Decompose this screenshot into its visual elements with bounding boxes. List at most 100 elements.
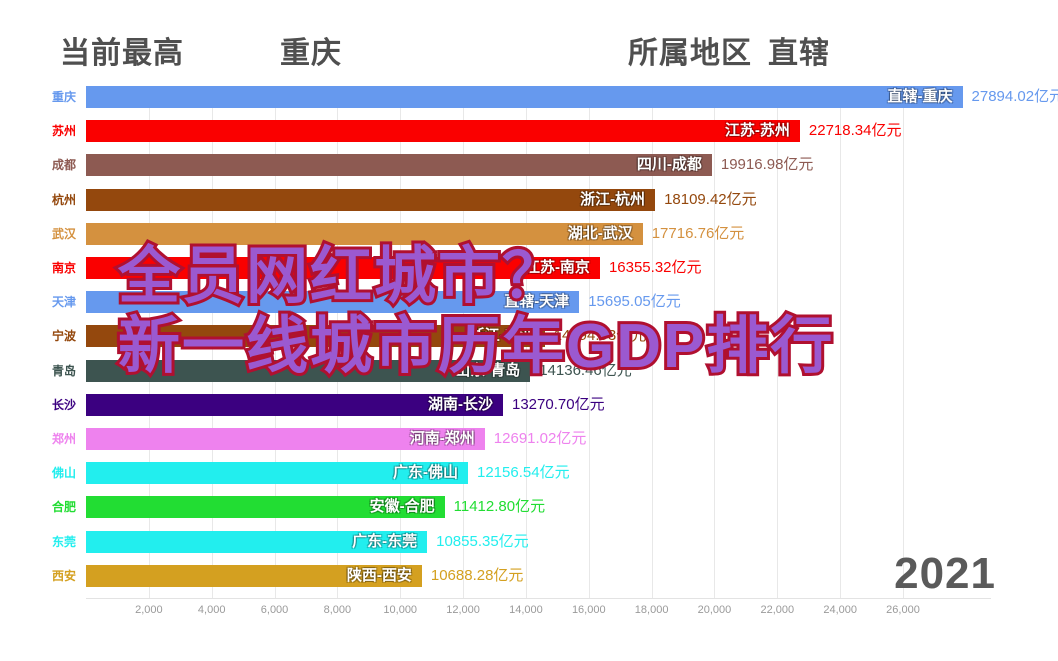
bar-value-label: 27894.02亿元	[971, 88, 1058, 105]
bar-row[interactable]: 东莞 广东-东莞 10855.35亿元	[0, 530, 1058, 553]
gridline	[588, 86, 590, 598]
city-axis-label: 天津	[51, 295, 76, 310]
city-axis-label: 武汉	[51, 226, 76, 241]
city-axis-label: 苏州	[51, 124, 76, 139]
x-tick-label: 22,000	[760, 604, 795, 616]
bar-value-label: 13270.70亿元	[512, 395, 605, 413]
bar-value-label: 10855.35亿元	[436, 532, 529, 550]
city-axis-label: 青岛	[51, 363, 76, 378]
gridline	[714, 86, 716, 598]
bar-inline-label: 直辖-天津	[504, 293, 570, 311]
bar-inline-label: 湖南-长沙	[428, 395, 493, 413]
bar-inline-label: 广东-佛山	[393, 464, 458, 482]
year-label: 2021	[894, 549, 996, 598]
x-tick-label: 24,000	[823, 604, 857, 616]
bar-value-label: 22718.34亿元	[808, 122, 902, 140]
bar[interactable]	[86, 359, 531, 382]
bar-inline-label: 河南-郑州	[409, 430, 475, 447]
bar-row[interactable]: 佛山 广东-佛山 12156.54亿元	[0, 462, 1058, 485]
bar-row[interactable]: 青岛 山东-青岛 14136.46亿元	[0, 359, 1058, 382]
region-value: 直辖	[768, 37, 830, 70]
x-tick-label: 6,000	[260, 604, 289, 616]
bar-value-label: 16355.32亿元	[608, 259, 702, 276]
axis-baseline	[86, 598, 991, 599]
bar-row[interactable]: 西安 陕西-西安 10688.28亿元	[0, 564, 1058, 587]
bar-row[interactable]: 宁波 浙江-宁波 14594.93亿元	[0, 325, 1058, 348]
bar-inline-label: 湖北-武汉	[567, 224, 633, 242]
bar[interactable]	[86, 496, 445, 519]
bar-value-label: 14594.93亿元	[553, 327, 647, 345]
bar-inline-label: 直辖-重庆	[887, 88, 953, 105]
bar[interactable]	[86, 564, 422, 587]
gridline	[777, 86, 779, 598]
x-tick-label: 12,000	[446, 604, 480, 616]
city-axis-label: 东莞	[51, 534, 76, 549]
gridline	[840, 86, 842, 598]
bar[interactable]	[86, 154, 712, 177]
bar-inline-label: 江苏-苏州	[724, 122, 790, 140]
bar-inline-label: 江苏-南京	[524, 259, 590, 276]
bar[interactable]	[86, 222, 643, 245]
bar-inline-label: 安徽-合肥	[369, 498, 435, 516]
bar-row[interactable]: 南京 江苏-南京 16355.32亿元	[0, 257, 1058, 279]
bar-row[interactable]: 合肥 安徽-合肥 11412.80亿元	[0, 496, 1058, 519]
x-tick-label: 26,000	[886, 604, 920, 616]
x-tick-label: 8,000	[323, 604, 352, 616]
bar-inline-label: 陕西-西安	[346, 566, 412, 584]
bar-row[interactable]: 重庆 直辖-重庆 27894.02亿元	[0, 86, 1058, 108]
bar-row[interactable]: 武汉 湖北-武汉 17716.76亿元	[0, 222, 1058, 245]
bar-row[interactable]: 长沙 湖南-长沙 13270.70亿元	[0, 393, 1058, 416]
x-tick-label: 10,000	[383, 604, 418, 616]
bar-value-label: 12691.02亿元	[493, 430, 587, 447]
region-label: 所属地区	[628, 37, 752, 70]
bar[interactable]	[86, 428, 485, 450]
city-axis-label: 长沙	[51, 397, 76, 412]
bar-value-label: 19916.98亿元	[720, 156, 814, 174]
city-axis-label: 杭州	[51, 192, 76, 207]
bar-inline-label: 浙江-杭州	[580, 190, 646, 208]
bar-row[interactable]: 苏州 江苏-苏州 22718.34亿元	[0, 120, 1058, 143]
bar-value-label: 17716.76亿元	[651, 224, 745, 242]
bar-value-label: 11412.80亿元	[453, 498, 546, 516]
bar-inline-label: 四川-成都	[636, 156, 702, 174]
bar[interactable]	[86, 86, 963, 108]
bar[interactable]	[86, 120, 800, 143]
bar-row[interactable]: 天津 直辖-天津 15695.05亿元	[0, 291, 1058, 314]
city-axis-label: 重庆	[51, 90, 76, 104]
bar[interactable]	[86, 530, 428, 553]
x-tick-label: 16,000	[571, 604, 606, 616]
bar-value-label: 10688.28亿元	[430, 566, 524, 584]
bar[interactable]	[86, 291, 580, 314]
bar-value-label: 14136.46亿元	[539, 361, 632, 379]
city-axis-label: 佛山	[51, 466, 76, 481]
city-axis-label: 成都	[51, 158, 76, 173]
bar-row[interactable]: 成都 四川-成都 19916.98亿元	[0, 154, 1058, 177]
current-max-value: 重庆	[280, 37, 342, 70]
bar[interactable]	[86, 462, 468, 485]
x-tick-label: 14,000	[509, 604, 543, 616]
x-tick-label: 20,000	[697, 604, 732, 616]
bar[interactable]	[86, 257, 600, 279]
city-axis-label: 宁波	[51, 329, 76, 344]
bar-inline-label: 广东-东莞	[352, 532, 418, 550]
city-axis-label: 西安	[51, 568, 76, 583]
bar-inline-label: 浙江-宁波	[469, 327, 535, 345]
bar[interactable]	[86, 325, 545, 348]
x-tick-label: 2,000	[135, 604, 163, 616]
x-tick-label: 18,000	[634, 604, 669, 616]
bar-value-label: 15695.05亿元	[588, 293, 681, 311]
bar[interactable]	[86, 393, 503, 416]
bar-row[interactable]: 杭州 浙江-杭州 18109.42亿元	[0, 188, 1058, 211]
gridline	[651, 86, 653, 598]
gridline	[903, 86, 904, 598]
bar-row[interactable]: 郑州 河南-郑州 12691.02亿元	[0, 428, 1058, 450]
city-axis-label: 南京	[51, 261, 76, 275]
city-axis-label: 郑州	[51, 432, 76, 446]
bar-inline-label: 山东-青岛	[455, 361, 521, 379]
city-axis-label: 合肥	[51, 500, 76, 515]
bar-value-label: 12156.54亿元	[477, 464, 570, 482]
x-tick-label: 4,000	[197, 604, 226, 616]
bar[interactable]	[86, 188, 656, 211]
chart-header: 当前最高 重庆 所属地区 直辖	[0, 28, 1058, 72]
